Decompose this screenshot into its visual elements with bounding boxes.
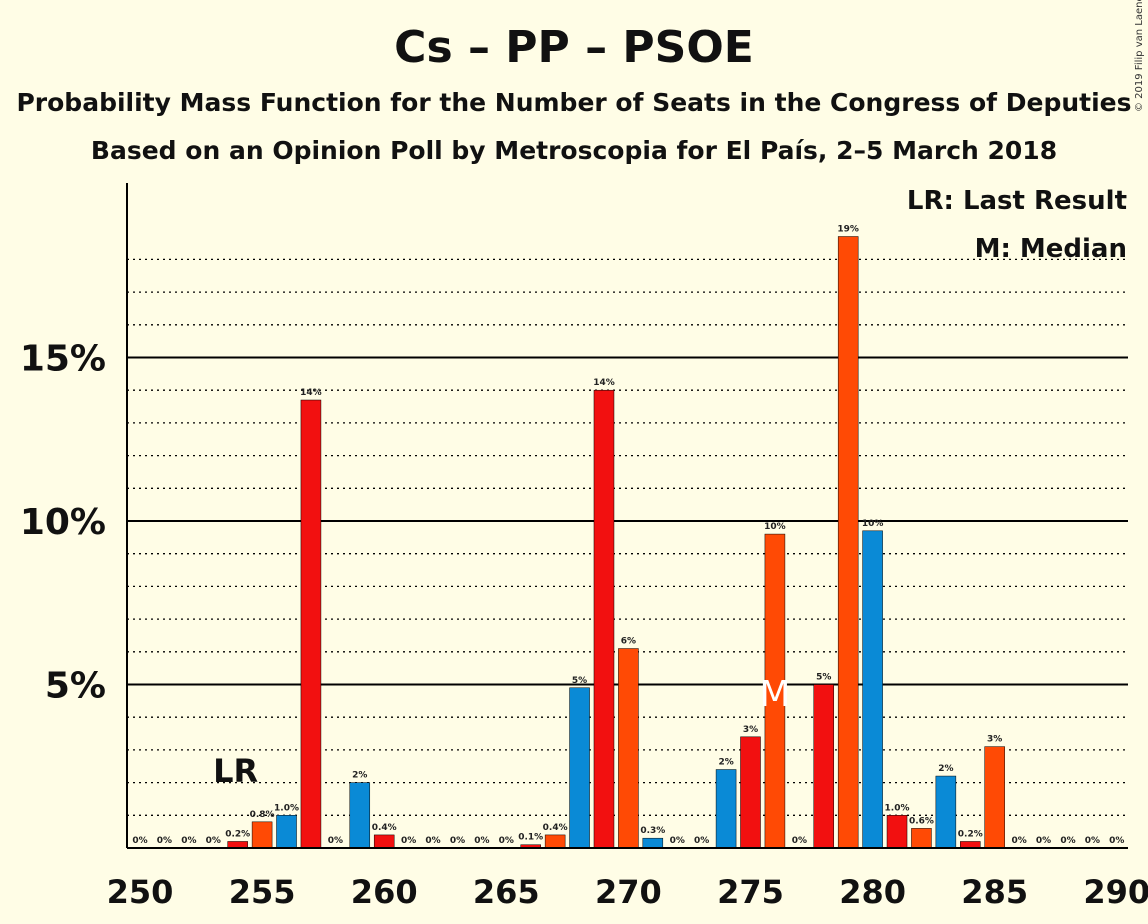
grid-lines bbox=[127, 258, 1128, 816]
legend-last-result: LR: Last Result bbox=[907, 186, 1127, 216]
bar-value-label: 3% bbox=[743, 725, 758, 735]
bar-value-label: 1.0% bbox=[274, 803, 299, 813]
x-tick-label: 280 bbox=[839, 873, 906, 911]
bar-value-label: 5% bbox=[572, 676, 587, 686]
bar-value-label: 10% bbox=[862, 519, 884, 529]
bar-255 bbox=[251, 821, 273, 849]
bar-value-label: 3% bbox=[987, 735, 1002, 745]
bar-value-label: 0% bbox=[792, 836, 807, 846]
bar-labels-group: 0% 0% 0% 0%0.2%0.8%1.0%14%0%2%0.4%0% 0% 0% 0% 0… bbox=[132, 225, 1124, 846]
bar-value-label: 0% bbox=[499, 836, 514, 846]
bar-value-label: 2% bbox=[938, 764, 953, 774]
x-tick-label: 285 bbox=[961, 873, 1028, 911]
bar-value-label: 0% bbox=[1085, 836, 1100, 846]
bar-value-label: 0% bbox=[1109, 836, 1124, 846]
legend-median: M: Median bbox=[975, 234, 1127, 264]
bar-value-label: 1.0% bbox=[885, 803, 910, 813]
bar-value-label: 0.4% bbox=[372, 823, 397, 833]
chart-title: Cs – PP – PSOE bbox=[394, 22, 754, 73]
bar-value-label: 0% bbox=[132, 836, 147, 846]
bar-278 bbox=[813, 684, 835, 849]
x-tick-label: 250 bbox=[107, 873, 174, 911]
y-tick-label: 5% bbox=[45, 666, 106, 707]
bar-value-label: 0.1% bbox=[518, 833, 543, 843]
bar-value-label: 0% bbox=[694, 836, 709, 846]
bar-269 bbox=[593, 389, 615, 849]
bar-282 bbox=[911, 828, 932, 849]
bar-279 bbox=[837, 236, 859, 849]
x-tick-label: 290 bbox=[1083, 873, 1148, 911]
bar-257 bbox=[300, 399, 322, 849]
chart-subtitle: Probability Mass Function for the Number… bbox=[16, 88, 1132, 117]
x-tick-label: 270 bbox=[595, 873, 662, 911]
bar-260 bbox=[373, 834, 395, 849]
bar-value-label: 0% bbox=[450, 836, 465, 846]
last-result-marker: LR bbox=[213, 752, 258, 790]
bar-281 bbox=[886, 815, 908, 849]
bar-271 bbox=[642, 837, 664, 849]
bar-283 bbox=[935, 775, 957, 849]
bar-value-label: 5% bbox=[816, 673, 831, 683]
axes-group: 5% 10% 15% 250 255 260 265 270 275 280 285 290 bbox=[20, 183, 1148, 911]
bar-value-label: 0.3% bbox=[640, 826, 665, 836]
bar-value-label: 0% bbox=[1011, 836, 1026, 846]
bar-value-label: 0% bbox=[425, 836, 440, 846]
bar-value-label: 0% bbox=[181, 836, 196, 846]
bar-value-label: 19% bbox=[837, 225, 859, 235]
bar-275 bbox=[740, 736, 761, 849]
bar-value-label: 2% bbox=[352, 771, 367, 781]
y-tick-label: 15% bbox=[20, 339, 106, 380]
bar-280 bbox=[862, 530, 883, 849]
bar-value-label: 2% bbox=[718, 758, 733, 768]
bar-value-label: 0% bbox=[474, 836, 489, 846]
bar-value-label: 0% bbox=[401, 836, 416, 846]
chart-subtitle-source: Based on an Opinion Poll by Metroscopia … bbox=[90, 136, 1058, 165]
bar-270 bbox=[618, 648, 639, 849]
bar-256 bbox=[276, 815, 297, 849]
bar-value-label: 6% bbox=[621, 637, 636, 647]
bar-value-label: 0% bbox=[1036, 836, 1051, 846]
bar-value-label: 14% bbox=[593, 378, 615, 388]
bar-274 bbox=[715, 769, 737, 849]
bar-value-label: 0% bbox=[328, 836, 343, 846]
y-tick-label: 10% bbox=[20, 502, 106, 543]
bar-value-label: 0% bbox=[157, 836, 172, 846]
bar-value-label: 0.2% bbox=[225, 829, 250, 839]
x-tick-label: 260 bbox=[351, 873, 418, 911]
bar-value-label: 0.6% bbox=[909, 816, 934, 826]
bar-285 bbox=[984, 746, 1005, 849]
median-marker: M bbox=[759, 674, 790, 715]
bar-value-label: 0.2% bbox=[958, 829, 983, 839]
bar-259 bbox=[349, 782, 371, 849]
bar-267 bbox=[544, 834, 566, 849]
bar-value-label: 0% bbox=[1060, 836, 1075, 846]
x-tick-label: 255 bbox=[229, 873, 296, 911]
legend: LR: Last Result M: Median bbox=[907, 186, 1127, 264]
bar-value-label: 10% bbox=[764, 522, 786, 532]
bar-value-label: 0% bbox=[670, 836, 685, 846]
bar-268 bbox=[569, 687, 590, 849]
bar-value-label: 14% bbox=[300, 388, 322, 398]
x-tick-label: 265 bbox=[473, 873, 540, 911]
bar-value-label: 0.4% bbox=[543, 823, 568, 833]
bars-group bbox=[227, 236, 1005, 849]
bar-value-label: 0.8% bbox=[250, 810, 275, 820]
x-tick-label: 275 bbox=[717, 873, 784, 911]
bar-value-label: 0% bbox=[206, 836, 221, 846]
